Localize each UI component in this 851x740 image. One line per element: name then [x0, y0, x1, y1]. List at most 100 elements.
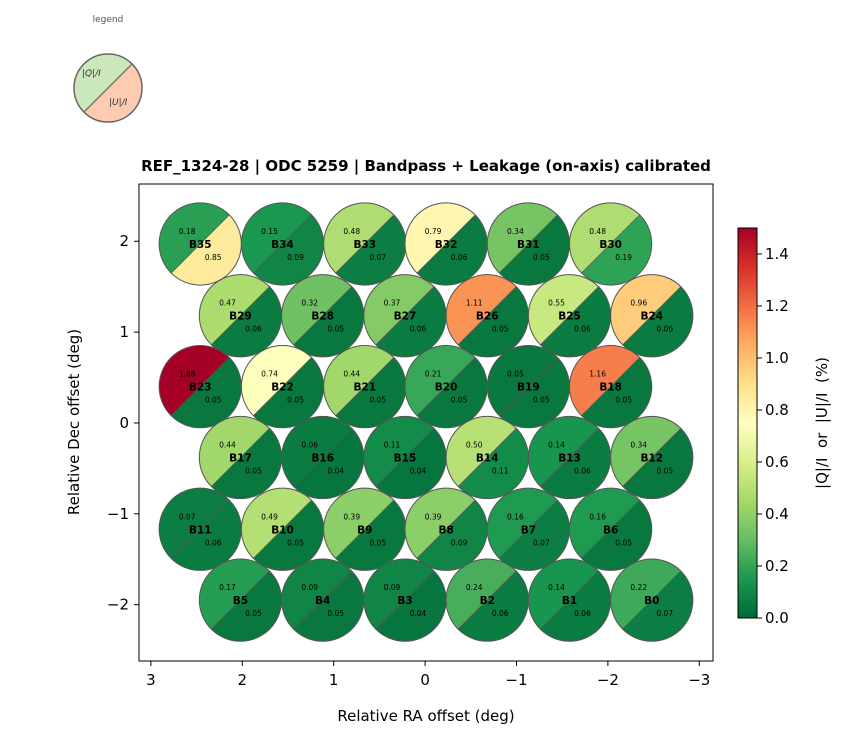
colorbar-tick-label: 1.4	[765, 245, 789, 263]
beam-q-half	[528, 559, 599, 630]
beam-q-half	[281, 416, 352, 487]
y-axis: 2 1 0 −1 −2	[107, 232, 139, 614]
beam-q-half	[159, 202, 230, 274]
beam-q-half	[199, 559, 270, 630]
beam-q-value: 0.49	[261, 512, 278, 521]
beam-divider	[375, 570, 435, 630]
y-axis-label: Relative Dec offset (deg)	[65, 329, 83, 515]
beam-q-half	[487, 202, 558, 274]
beam-q-half	[241, 488, 312, 559]
beam-q-value: 0.15	[261, 227, 278, 236]
beam-q-half	[610, 274, 681, 345]
beam-q-half	[363, 559, 435, 630]
beam-q-half	[446, 416, 517, 487]
beam-q-value: 0.16	[507, 512, 524, 521]
beam-u-half	[622, 286, 693, 357]
beam-q-value: 0.37	[384, 299, 401, 308]
beam-b34: B34 0.15 0.09	[240, 202, 325, 286]
legend-u-half	[83, 63, 142, 122]
beam-u-value: 0.05	[615, 538, 632, 547]
beam-divider	[170, 357, 230, 416]
beam-u-half	[581, 357, 652, 428]
y-tick-label: 2	[119, 232, 129, 250]
beam-outline	[610, 415, 694, 500]
beam-u-value: 0.09	[451, 538, 468, 547]
beam-u-value: 0.11	[492, 466, 509, 475]
beam-outline	[610, 274, 694, 358]
beam-divider	[335, 499, 395, 559]
beam-q-value: 0.05	[507, 370, 524, 379]
beam-u-half	[499, 500, 570, 571]
beam-b35: B35 0.18 0.85	[158, 202, 242, 286]
beam-u-half	[458, 286, 529, 357]
beam-u-value: 0.05	[245, 609, 262, 618]
colorbar-label: |Q|/I or |U|/I (%)	[813, 357, 831, 489]
beam-u-half	[417, 214, 488, 286]
beam-b22: B22 0.74 0.05	[240, 344, 325, 429]
beam-q-value: 0.55	[548, 299, 565, 308]
beam-q-half	[569, 345, 640, 416]
beam-b33: B33 0.48 0.07	[323, 202, 407, 286]
beam-q-half	[363, 416, 435, 487]
beam-q-value: 0.11	[384, 440, 401, 449]
x-tick-label: 1	[329, 671, 339, 689]
beam-label: B35	[189, 239, 212, 251]
colorbar-tick-label: 0.8	[765, 401, 789, 419]
beam-q-value: 0.17	[219, 583, 236, 592]
beam-b14: B14 0.50 0.11	[445, 415, 529, 500]
beam-q-value: 0.14	[548, 583, 565, 592]
beam-b3: B3 0.09 0.04	[363, 558, 447, 642]
beam-label: B21	[353, 382, 376, 394]
beam-q-half	[323, 488, 394, 559]
beam-label: B28	[311, 311, 334, 323]
beam-b0: B0 0.22 0.07	[610, 558, 694, 642]
beam-u-half	[211, 286, 282, 357]
beam-u-value: 0.05	[327, 325, 344, 334]
colorbar: 0.0 0.2 0.4 0.6 0.8 1.0 1.2 1.4 |Q|/I or |U|/I …	[737, 227, 831, 627]
beam-label: B2	[480, 595, 495, 607]
beam-u-half	[375, 428, 447, 499]
beam-q-value: 0.09	[301, 583, 318, 592]
beam-q-half	[199, 416, 270, 487]
beam-q-half	[363, 274, 435, 345]
beam-q-half	[528, 274, 599, 345]
beam-u-half	[335, 214, 406, 286]
colorbar-tick-label: 1.2	[765, 297, 789, 315]
beam-b32: B32 0.79 0.06	[404, 202, 488, 286]
beam-q-half	[323, 202, 394, 274]
beam-label: B30	[599, 239, 622, 251]
beam-q-half	[404, 488, 476, 559]
beam-outline	[569, 202, 653, 286]
beam-q-value: 0.50	[466, 440, 483, 449]
y-tick-label: −2	[107, 596, 129, 614]
beam-u-value: 0.05	[369, 538, 386, 547]
beam-q-value: 0.34	[630, 440, 647, 449]
beam-b10: B10 0.49 0.05	[240, 487, 325, 571]
beam-label: B22	[271, 382, 294, 394]
beam-q-value: 0.09	[384, 583, 401, 592]
beam-u-half	[293, 571, 364, 642]
beam-label: B26	[476, 311, 499, 323]
beam-label: B13	[558, 452, 581, 464]
beam-divider	[375, 428, 435, 487]
beam-b11: B11 0.07 0.06	[158, 487, 242, 571]
beam-u-value: 0.05	[533, 253, 550, 262]
beam-label: B31	[517, 239, 540, 251]
beam-q-value: 0.48	[589, 227, 606, 236]
legend-title: legend	[93, 15, 124, 25]
beam-q-value: 0.34	[507, 227, 524, 236]
beam-label: B8	[438, 524, 453, 536]
beam-b27: B27 0.37 0.06	[363, 274, 447, 358]
x-tick-label: −2	[597, 671, 619, 689]
beam-label: B12	[640, 452, 663, 464]
beam-u-half	[540, 286, 611, 357]
x-tick-label: 2	[238, 671, 248, 689]
colorbar-tick-label: 0.2	[765, 557, 789, 575]
beam-label: B3	[397, 595, 412, 607]
beam-b4: B4 0.09 0.05	[281, 558, 365, 642]
beam-q-half	[569, 202, 640, 274]
beam-u-half	[171, 357, 242, 428]
beam-u-half	[171, 500, 242, 571]
legend: legend |Q|/I |U|/I	[73, 15, 143, 123]
